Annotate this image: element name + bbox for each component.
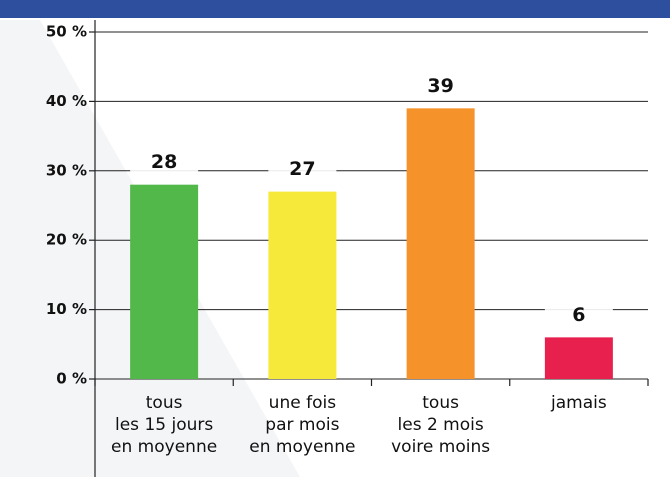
value-label: 6	[572, 304, 585, 326]
bar	[406, 108, 475, 379]
x-tick-label: une fois par mois en moyenne	[249, 393, 355, 457]
bar	[544, 337, 613, 379]
x-tick-label: tous les 15 jours en moyenne	[111, 393, 217, 457]
y-tick-label: 40 %	[46, 92, 87, 110]
value-label: 39	[427, 75, 453, 97]
y-tick-label: 50 %	[46, 23, 87, 41]
bar	[268, 191, 337, 379]
header-band	[0, 0, 670, 18]
x-tick-label: jamais	[550, 393, 607, 413]
value-label-bg	[544, 295, 613, 330]
value-label-bg	[130, 142, 199, 177]
value-label: 28	[151, 151, 177, 173]
y-tick-label: 0 %	[56, 370, 87, 388]
value-label: 27	[289, 158, 315, 180]
y-tick-label: 20 %	[46, 231, 87, 249]
x-tick-label: tous les 2 mois voire moins	[391, 393, 490, 457]
y-tick-label: 10 %	[46, 300, 87, 318]
value-label-bg	[406, 66, 475, 101]
y-tick-label: 30 %	[46, 161, 87, 179]
value-label-bg	[268, 149, 337, 184]
bar	[130, 184, 199, 379]
